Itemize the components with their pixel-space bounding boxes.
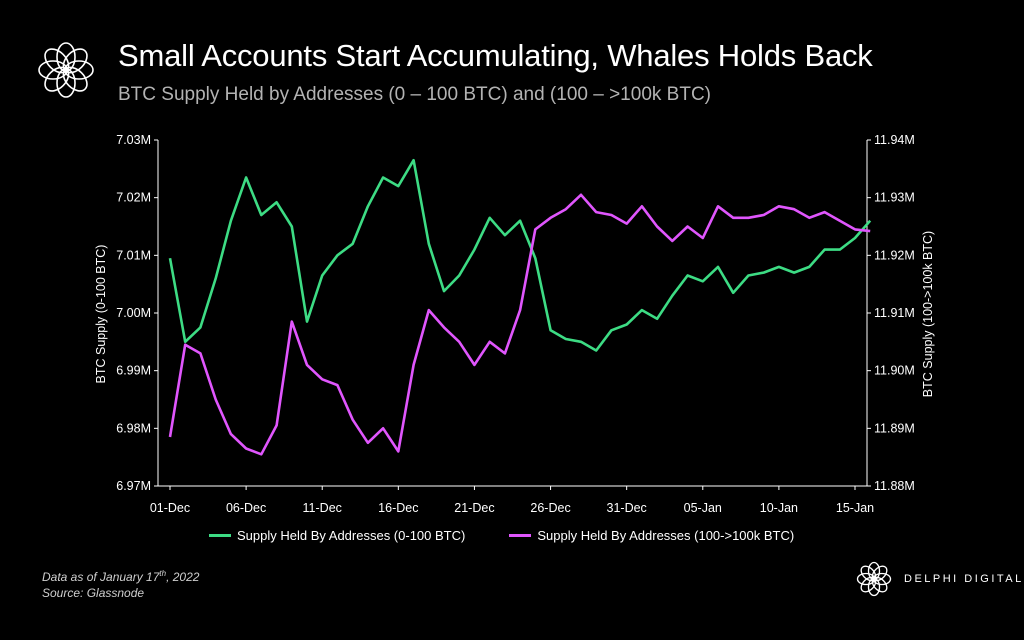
x-tick-label: 10-Jan [760,501,798,515]
brand-name: DELPHI DIGITAL [904,573,1024,585]
brand-mark: DELPHI DIGITAL [852,557,1024,601]
y-right-tick-label: 11.92M [874,248,915,262]
brand-logo-icon [856,561,892,597]
footnote: Data as of January 17th, 2022 Source: Gl… [42,566,199,601]
x-tick-label: 01-Dec [150,501,190,515]
legend-label-small: Supply Held By Addresses (0-100 BTC) [237,528,466,543]
x-tick-label: 16-Dec [378,501,418,515]
logo-petal [860,565,877,582]
data-date-note: Data as of January 17th, 2022 [42,569,200,584]
legend-item-small: Supply Held By Addresses (0-100 BTC) [209,528,465,543]
y-right-tick-label: 11.94M [874,133,915,147]
legend-swatch-green [209,534,231,537]
page-title: Small Accounts Start Accumulating, Whale… [118,38,873,73]
y-left-tick-label: 6.97M [116,479,151,493]
y-left-tick-label: 7.03M [116,133,151,147]
y-right-tick-label: 11.91M [874,306,915,320]
logo-petal [44,48,70,74]
y-left-tick-label: 6.99M [116,364,151,378]
chart-series [168,158,872,456]
delphi-logo-icon [38,42,94,98]
x-tick-label: 26-Dec [530,501,570,515]
y-left-tick-label: 7.00M [116,306,151,320]
y-right-tick-label: 11.88M [874,479,915,493]
data-source: Source: Glassnode [42,586,145,600]
x-tick-label: 31-Dec [607,501,647,515]
x-tick-label: 06-Dec [226,501,266,515]
x-tick-label: 21-Dec [454,501,494,515]
legend-item-large: Supply Held By Addresses (100->100k BTC) [509,528,794,543]
y-right-tick-label: 11.90M [874,364,915,378]
series-line-small-accounts [168,158,872,352]
y-left-tick-label: 7.02M [116,191,151,205]
y-right-tick-label: 11.93M [874,191,915,205]
y-left-tick-label: 6.98M [116,421,151,435]
series-line-whales [168,193,871,456]
x-tick-label: 11-Dec [303,501,342,515]
y-axis-left-label: BTC Supply (0-100 BTC) [94,245,108,384]
x-tick-label: 05-Jan [684,501,722,515]
chart-ticks: 6.97M 11.88M 6.98M 11.89M 6.99M 11.90M 7.00M 11… [116,133,915,515]
legend-swatch-magenta [509,534,532,537]
chart-axes [154,139,871,490]
x-tick-label: 15-Jan [836,501,874,515]
y-left-tick-label: 7.01M [116,248,151,262]
y-axis-right-label: BTC Supply (100->100k BTC) [921,231,935,397]
y-right-tick-label: 11.89M [874,421,915,435]
chart-legend: Supply Held By Addresses (0-100 BTC) Sup… [209,528,794,543]
page-subtitle: BTC Supply Held by Addresses (0 – 100 BT… [118,84,711,105]
legend-label-large: Supply Held By Addresses (100->100k BTC) [537,528,795,543]
